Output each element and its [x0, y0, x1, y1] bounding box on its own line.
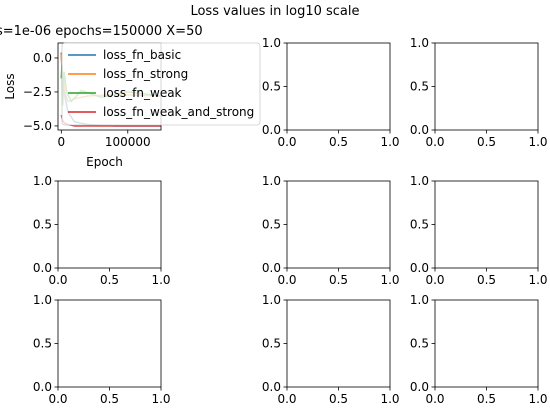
- subplot-2-3: 0.0 0.5 1.0 0.0 0.5 1.0: [410, 174, 548, 287]
- y-tick-label: 0.0: [262, 123, 281, 137]
- y-tick-label: 0.5: [262, 337, 281, 351]
- x-tick-label: 1.0: [528, 273, 547, 287]
- x-tick-label: 0.0: [48, 273, 67, 287]
- figure-suptitle: Loss values in log10 scale: [190, 4, 359, 19]
- x-tick-label: 1.0: [528, 392, 547, 406]
- axes-frame: [286, 299, 391, 388]
- x-tick-label: 0.0: [277, 392, 296, 406]
- x-tick-label: 1.0: [528, 135, 547, 149]
- x-tick-label: 0.0: [425, 273, 444, 287]
- axes-frame: [434, 299, 539, 388]
- legend-box: [61, 42, 261, 126]
- y-tick-label: 0.0: [410, 380, 429, 394]
- subplot-main: 0 100000 0.0 −2.5 −5.0 Epoch Loss os=1e-06 epoc…: [0, 24, 261, 169]
- y-tick-label: 0.0: [410, 123, 429, 137]
- y-tick-label: 1.0: [410, 293, 429, 307]
- axes-frame: [286, 42, 391, 131]
- x-tick-label: 0.5: [100, 392, 119, 406]
- x-tick-label: 1.0: [380, 135, 399, 149]
- y-tick-label: 1.0: [262, 36, 281, 50]
- axes-frame: [57, 180, 162, 269]
- y-tick-label: 0.5: [410, 218, 429, 232]
- x-tick-label: 100000: [105, 135, 151, 149]
- y-tick-label: 1.0: [262, 174, 281, 188]
- y-tick-label: 0.0: [262, 380, 281, 394]
- y-tick-label: 1.0: [33, 293, 52, 307]
- axes-frame: [434, 180, 539, 269]
- legend-label-loss_fn_weak: loss_fn_weak: [103, 86, 182, 100]
- y-tick-label: 1.0: [262, 293, 281, 307]
- x-tick-label: 0.5: [477, 135, 496, 149]
- legend-label-loss_fn_strong: loss_fn_strong: [103, 67, 188, 81]
- subplot-3-2: 0.0 0.5 1.0 0.0 0.5 1.0: [262, 293, 400, 406]
- x-tick-label: 0.5: [477, 273, 496, 287]
- subplot-3-1: 0.0 0.5 1.0 0.0 0.5 1.0: [33, 293, 171, 406]
- y-tick-label: −2.5: [23, 85, 52, 99]
- subplot-1-3: 0.0 0.5 1.0 0.0 0.5 1.0: [410, 36, 548, 149]
- x-tick-label: 0: [58, 135, 66, 149]
- subplot-3-3: 0.0 0.5 1.0 0.0 0.5 1.0: [410, 293, 548, 406]
- y-tick-label: 0.5: [410, 337, 429, 351]
- axes-frame: [434, 42, 539, 131]
- y-tick-label: 0.0: [33, 380, 52, 394]
- y-tick-label: 0.0: [33, 51, 52, 65]
- axes-layer: 0.0 0.5 1.00.00.51.00.0 0.5 1.00.00.51.00.0 0…: [0, 24, 548, 406]
- y-tick-label: 0.5: [33, 218, 52, 232]
- x-axis-label: Epoch: [86, 155, 123, 169]
- x-tick-label: 0.0: [48, 392, 67, 406]
- x-tick-label: 1.0: [380, 392, 399, 406]
- x-tick-label: 1.0: [151, 273, 170, 287]
- subplot-2-2: 0.0 0.5 1.0 0.0 0.5 1.0: [262, 174, 400, 287]
- y-tick-label: 0.0: [262, 261, 281, 275]
- subplot-1-2: 0.0 0.5 1.0 0.0 0.5 1.0: [262, 36, 400, 149]
- x-tick-label: 0.5: [329, 273, 348, 287]
- x-tick-label: 0.0: [277, 135, 296, 149]
- y-tick-label: −5.0: [23, 119, 52, 133]
- y-tick-label: 0.5: [33, 337, 52, 351]
- y-tick-label: 0.0: [410, 261, 429, 275]
- y-axis-label: Loss: [3, 73, 17, 99]
- x-tick-label: 0.0: [425, 392, 444, 406]
- subplot-title: os=1e-06 epochs=150000 X=50: [0, 24, 203, 39]
- y-tick-label: 0.0: [33, 261, 52, 275]
- y-tick-label: 1.0: [410, 36, 429, 50]
- x-tick-label: 0.5: [100, 273, 119, 287]
- legend-label-loss_fn_basic: loss_fn_basic: [103, 48, 181, 62]
- x-tick-label: 0.5: [329, 135, 348, 149]
- x-tick-label: 0.5: [329, 392, 348, 406]
- y-tick-label: 0.5: [262, 80, 281, 94]
- y-tick-label: 1.0: [33, 174, 52, 188]
- y-tick-label: 0.5: [262, 218, 281, 232]
- y-tick-label: 0.5: [410, 80, 429, 94]
- axes-frame: [57, 299, 162, 388]
- y-tick-label: 1.0: [410, 174, 429, 188]
- legend-label-loss_fn_weak_and_strong: loss_fn_weak_and_strong: [103, 105, 254, 119]
- x-tick-label: 0.0: [277, 273, 296, 287]
- axes-frame: [286, 180, 391, 269]
- x-tick-label: 1.0: [380, 273, 399, 287]
- subplot-2-1: 0.0 0.5 1.0 0.0 0.5 1.0: [33, 174, 171, 287]
- x-tick-label: 0.0: [425, 135, 444, 149]
- x-tick-label: 0.5: [477, 392, 496, 406]
- x-tick-label: 1.0: [151, 392, 170, 406]
